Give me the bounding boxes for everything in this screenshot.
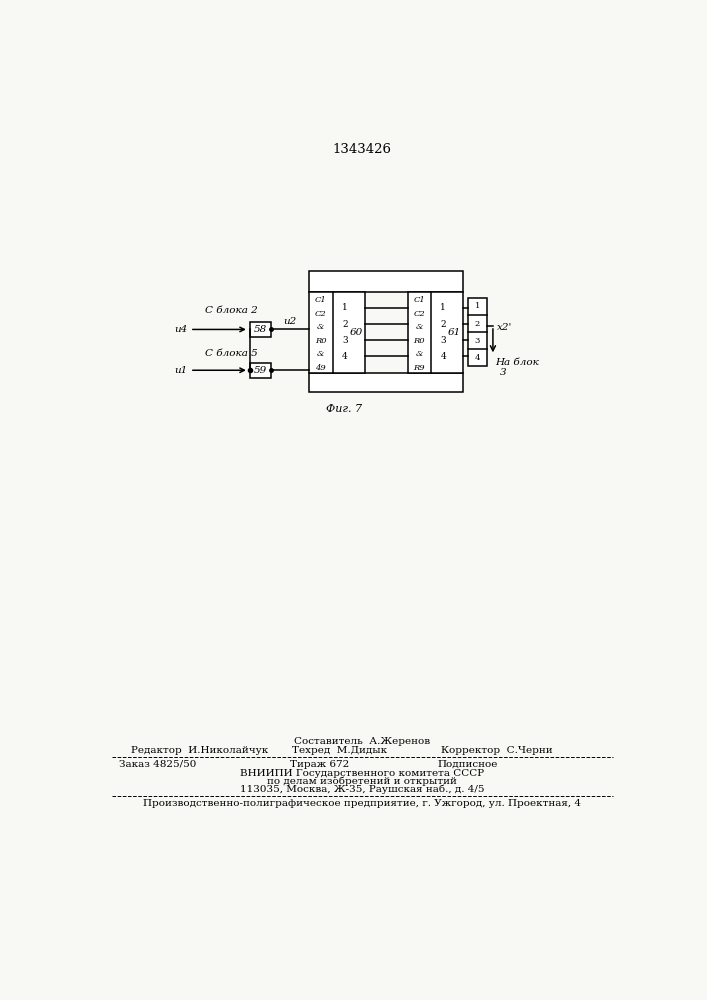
Bar — [309, 271, 464, 292]
Text: На блок: На блок — [495, 358, 539, 367]
Text: по делам изобретений и открытий: по делам изобретений и открытий — [267, 777, 457, 786]
Text: 2: 2 — [440, 320, 446, 329]
Text: 1: 1 — [440, 303, 446, 312]
Bar — [250, 363, 271, 378]
Text: 4: 4 — [440, 352, 446, 361]
Bar — [408, 292, 464, 373]
Text: Составитель  А.Жеренов: Составитель А.Жеренов — [294, 737, 430, 746]
Bar — [309, 373, 464, 392]
Text: Заказ 4825/50: Заказ 4825/50 — [119, 760, 197, 769]
Text: &: & — [416, 350, 423, 358]
Text: ВНИИПИ Государственного комитета СССР: ВНИИПИ Государственного комитета СССР — [240, 769, 484, 778]
Text: 1: 1 — [342, 303, 348, 312]
Bar — [468, 298, 486, 366]
Text: Подписное: Подписное — [437, 760, 498, 769]
Text: Производственно-полиграфическое предприятие, г. Ужгород, ул. Проектная, 4: Производственно-полиграфическое предприя… — [143, 799, 581, 808]
Text: Тираж 672: Тираж 672 — [290, 760, 349, 769]
Text: 1343426: 1343426 — [332, 143, 392, 156]
Text: и4: и4 — [175, 325, 187, 334]
Bar — [250, 322, 271, 337]
Text: &: & — [317, 350, 325, 358]
Text: 58: 58 — [254, 325, 267, 334]
Bar — [309, 292, 365, 373]
Text: R0: R0 — [315, 337, 327, 345]
Text: C2: C2 — [414, 310, 425, 318]
Text: 113035, Москва, Ж-35, Раушская наб., д. 4/5: 113035, Москва, Ж-35, Раушская наб., д. … — [240, 784, 484, 794]
Text: и1: и1 — [175, 366, 187, 375]
Text: 3: 3 — [500, 368, 506, 377]
Text: R9: R9 — [414, 364, 425, 372]
Text: Редактор  И.Николайчук: Редактор И.Николайчук — [131, 746, 268, 755]
Text: 3: 3 — [440, 336, 446, 345]
Text: Фиг. 7: Фиг. 7 — [326, 404, 362, 414]
Text: 3: 3 — [474, 337, 480, 345]
Text: х2': х2' — [497, 323, 512, 332]
Text: 2: 2 — [342, 320, 348, 329]
Text: 3: 3 — [342, 336, 348, 345]
Text: 60: 60 — [349, 328, 363, 337]
Text: 61: 61 — [448, 328, 461, 337]
Text: 49: 49 — [315, 364, 326, 372]
Text: 1: 1 — [474, 302, 480, 310]
Text: R0: R0 — [414, 337, 425, 345]
Text: С блока 2: С блока 2 — [204, 306, 257, 315]
Text: 59: 59 — [254, 366, 267, 375]
Text: &: & — [416, 323, 423, 331]
Text: 4: 4 — [342, 352, 348, 361]
Text: 4: 4 — [474, 354, 480, 362]
Text: Корректор  С.Черни: Корректор С.Черни — [441, 746, 553, 755]
Text: 2: 2 — [475, 320, 480, 328]
Text: C1: C1 — [414, 296, 425, 304]
Text: &: & — [317, 323, 325, 331]
Text: и2: и2 — [284, 317, 297, 326]
Text: C1: C1 — [315, 296, 327, 304]
Text: C2: C2 — [315, 310, 327, 318]
Text: Техред  М.Дидык: Техред М.Дидык — [292, 746, 387, 755]
Text: С блока 5: С блока 5 — [204, 349, 257, 358]
